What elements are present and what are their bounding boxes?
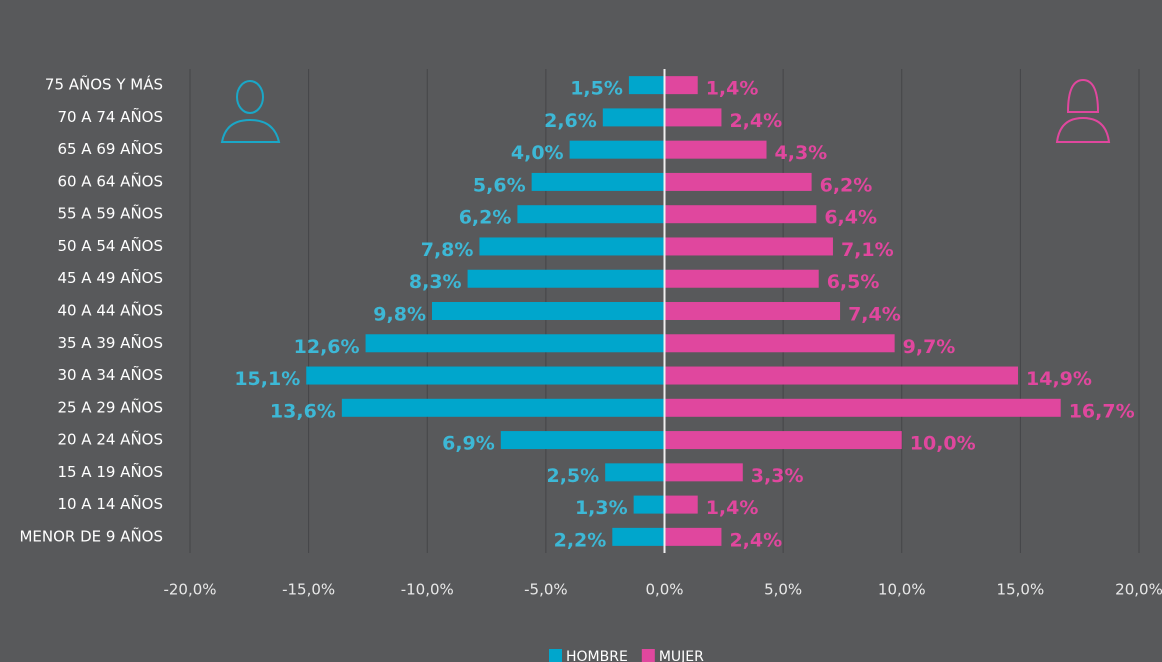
y-tick-label: 20 A 24 AÑOS: [57, 430, 163, 449]
legend-label: HOMBRE: [566, 649, 628, 662]
bar: [664, 140, 767, 159]
x-tick-label: -10,0%: [401, 581, 454, 599]
legend-swatch: [549, 649, 562, 662]
bar: [306, 366, 665, 385]
y-tick-label: 10 A 14 AÑOS: [57, 494, 163, 513]
bar: [664, 269, 819, 288]
bar: [664, 237, 833, 256]
x-tick-label: -20,0%: [163, 581, 216, 599]
value-label: 6,4%: [824, 207, 877, 229]
bar: [467, 269, 665, 288]
y-tick-label: 70 A 74 AÑOS: [57, 107, 163, 126]
legend-swatch: [641, 649, 655, 662]
value-label: 8,3%: [409, 271, 462, 293]
value-label: 16,7%: [1069, 400, 1135, 422]
female-icon: [1055, 78, 1111, 143]
bar: [341, 398, 665, 417]
bar: [612, 527, 665, 546]
value-label: 9,7%: [903, 336, 956, 358]
value-label: 14,9%: [1026, 368, 1092, 390]
y-tick-label: 35 A 39 AÑOS: [57, 333, 163, 352]
value-label: 12,6%: [294, 336, 360, 358]
x-tick-label: 5,0%: [764, 581, 802, 599]
value-label: 2,4%: [729, 529, 782, 551]
value-label: 5,6%: [473, 174, 526, 196]
y-tick-label: 40 A 44 AÑOS: [57, 301, 163, 320]
value-label: 1,5%: [570, 78, 623, 100]
bar: [664, 366, 1019, 385]
y-tick-label: 75 AÑOS Y MÁS: [45, 75, 163, 94]
value-label: 6,2%: [820, 174, 873, 196]
bar: [664, 527, 722, 546]
bar: [664, 172, 812, 191]
bar: [664, 334, 895, 353]
value-label: 4,0%: [511, 142, 564, 164]
bar: [664, 398, 1061, 417]
value-label: 7,1%: [841, 239, 894, 261]
bar: [664, 76, 698, 95]
value-label: 7,8%: [421, 239, 474, 261]
bar: [531, 172, 665, 191]
bar: [664, 302, 841, 320]
x-tick-label: 15,0%: [997, 581, 1045, 599]
bar: [664, 431, 902, 450]
value-label: 7,4%: [848, 304, 901, 326]
value-label: 2,5%: [546, 465, 599, 487]
value-label: 15,1%: [234, 368, 300, 390]
legend-label: MUJER: [659, 649, 704, 662]
y-tick-label: MENOR DE 9 AÑOS: [19, 526, 163, 545]
value-label: 2,2%: [554, 529, 607, 551]
bar: [365, 334, 665, 353]
value-label: 10,0%: [910, 433, 976, 455]
male-icon: [220, 80, 281, 143]
y-tick-label: 60 A 64 AÑOS: [57, 171, 163, 190]
value-label: 6,2%: [459, 207, 512, 229]
bar: [431, 302, 665, 320]
value-label: 2,4%: [729, 110, 782, 132]
x-tick-label: 20,0%: [1115, 581, 1162, 599]
x-tick-label: 10,0%: [878, 581, 926, 599]
bar: [633, 495, 665, 514]
bar: [602, 108, 665, 127]
value-label: 3,3%: [751, 465, 804, 487]
x-tick-label: -5,0%: [524, 581, 568, 599]
bar: [664, 205, 817, 224]
bar: [628, 76, 665, 95]
value-label: 13,6%: [270, 400, 336, 422]
value-label: 6,9%: [442, 433, 495, 455]
value-label: 1,3%: [575, 497, 628, 519]
y-tick-label: 55 A 59 AÑOS: [57, 204, 163, 223]
y-tick-label: 65 A 69 AÑOS: [57, 139, 163, 158]
y-tick-label: 25 A 29 AÑOS: [57, 397, 163, 416]
bar: [664, 463, 743, 482]
x-tick-label: -15,0%: [282, 581, 335, 599]
y-tick-label: 45 A 49 AÑOS: [57, 268, 163, 287]
value-label: 6,5%: [827, 271, 880, 293]
value-label: 1,4%: [706, 78, 759, 100]
bar: [569, 140, 665, 159]
x-tick-label: 0,0%: [645, 581, 683, 599]
value-label: 4,3%: [775, 142, 828, 164]
bar: [664, 108, 722, 127]
y-tick-label: 15 A 19 AÑOS: [57, 462, 163, 481]
bar: [517, 205, 665, 224]
bar: [479, 237, 665, 256]
bar: [500, 431, 665, 450]
bar: [664, 495, 698, 514]
value-label: 2,6%: [544, 110, 597, 132]
y-tick-label: 50 A 54 AÑOS: [57, 236, 163, 255]
y-tick-label: 30 A 34 AÑOS: [57, 365, 163, 384]
value-label: 1,4%: [706, 497, 759, 519]
value-label: 9,8%: [373, 304, 426, 326]
bar: [605, 463, 665, 482]
